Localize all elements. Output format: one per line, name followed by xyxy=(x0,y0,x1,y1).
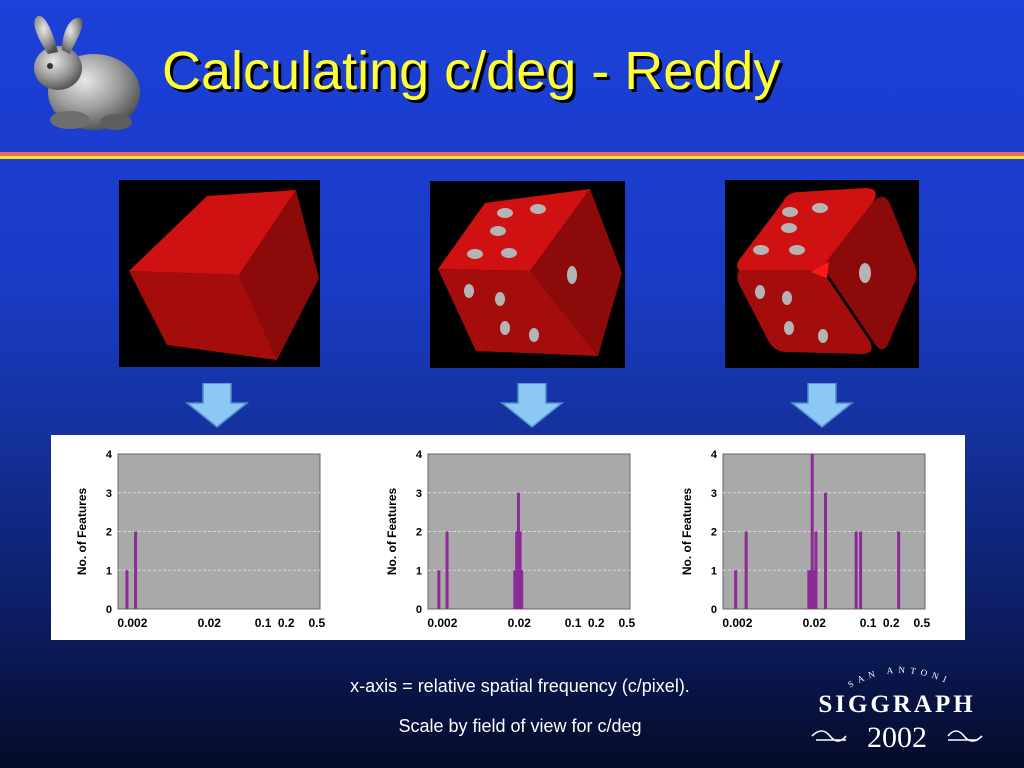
x-tick-label: 0.5 xyxy=(308,616,325,630)
x-tick-label: 0.5 xyxy=(913,616,930,630)
x-tick-label: 0.2 xyxy=(588,616,605,630)
down-arrow-icon xyxy=(500,383,564,428)
y-tick-label: 4 xyxy=(416,449,423,461)
histogram-bar xyxy=(520,570,524,609)
histogram-bar xyxy=(445,531,449,609)
y-tick-label: 4 xyxy=(106,449,113,461)
x-tick-label: 0.02 xyxy=(803,616,827,630)
x-axis-caption: x-axis = relative spatial frequency (c/p… xyxy=(350,676,690,696)
histogram-bar xyxy=(744,531,748,609)
x-tick-label: 0.002 xyxy=(427,616,457,630)
y-tick-label: 1 xyxy=(711,565,717,577)
y-tick-label: 0 xyxy=(711,604,717,616)
y-tick-label: 0 xyxy=(416,604,422,616)
y-tick-label: 3 xyxy=(416,488,422,500)
x-tick-label: 0.2 xyxy=(278,616,295,630)
y-tick-label: 1 xyxy=(416,565,422,577)
histogram-bar xyxy=(437,570,441,609)
y-axis-label: No. of Features xyxy=(385,488,399,576)
y-axis-label: No. of Features xyxy=(680,488,694,576)
histogram-bar xyxy=(518,531,522,609)
y-tick-label: 0 xyxy=(106,604,112,616)
histogram-bar xyxy=(513,570,517,609)
x-tick-label: 0.1 xyxy=(860,616,877,630)
histogram-bar xyxy=(897,531,901,609)
x-tick-label: 0.02 xyxy=(508,616,532,630)
die-image-pips xyxy=(430,181,625,368)
histogram-chart-2: 0 1 2 3 4 0.002 0.02 0.1 0.2 0.5 No. of Features xyxy=(385,449,635,630)
histogram-bar xyxy=(808,570,812,609)
x-tick-label: 0.5 xyxy=(618,616,635,630)
y-tick-label: 3 xyxy=(106,488,112,500)
die-image-plain xyxy=(119,180,320,367)
y-tick-label: 2 xyxy=(416,527,422,539)
down-arrow-icon xyxy=(790,383,854,428)
histogram-bar xyxy=(814,531,818,609)
title-divider-red xyxy=(0,152,1024,156)
y-tick-label: 4 xyxy=(711,449,718,461)
histogram-bar xyxy=(810,454,814,609)
histogram-bar xyxy=(516,492,520,609)
histogram-bar xyxy=(824,492,828,609)
stanford-bunny-icon xyxy=(34,15,140,130)
title-divider-yellow xyxy=(0,156,1024,159)
y-axis-label: No. of Features xyxy=(75,488,89,576)
histogram-chart-1: 0 1 2 3 4 0.002 0.02 0.1 0.2 0.5 No. of Features xyxy=(75,449,325,630)
y-tick-label: 2 xyxy=(106,527,112,539)
svg-text:SAN ANTONIO: SAN ANTONIO xyxy=(780,658,953,690)
histogram-bar xyxy=(812,570,816,609)
page-title: Calculating c/deg - Reddy xyxy=(162,41,781,101)
x-tick-label: 0.1 xyxy=(255,616,272,630)
die-image-rounded xyxy=(725,180,919,368)
histogram-chart-3: 0 1 2 3 4 0.002 0.02 0.1 0.2 0.5 No. of Features xyxy=(680,449,930,630)
x-tick-label: 0.002 xyxy=(117,616,147,630)
histogram-bar xyxy=(125,570,129,609)
histogram-bar xyxy=(134,531,138,609)
x-tick-label: 0.002 xyxy=(722,616,752,630)
y-tick-label: 1 xyxy=(106,565,112,577)
histogram-bar xyxy=(734,570,738,609)
logo-name: SIGGRAPH xyxy=(818,691,975,718)
histogram-bar xyxy=(854,531,858,609)
siggraph-2002-logo: SAN ANTONIO SIGGRAPH 2002 xyxy=(780,658,983,754)
histogram-bar xyxy=(515,531,519,609)
x-tick-label: 0.2 xyxy=(883,616,900,630)
scale-caption: Scale by field of view for c/deg xyxy=(398,716,642,736)
down-arrow-icon xyxy=(185,383,249,428)
histogram-bar xyxy=(859,531,863,609)
histogram-bar xyxy=(807,570,811,609)
x-tick-label: 0.02 xyxy=(198,616,222,630)
x-tick-label: 0.1 xyxy=(565,616,582,630)
y-tick-label: 3 xyxy=(711,488,717,500)
y-tick-label: 2 xyxy=(711,527,717,539)
logo-year: 2002 xyxy=(867,721,927,754)
